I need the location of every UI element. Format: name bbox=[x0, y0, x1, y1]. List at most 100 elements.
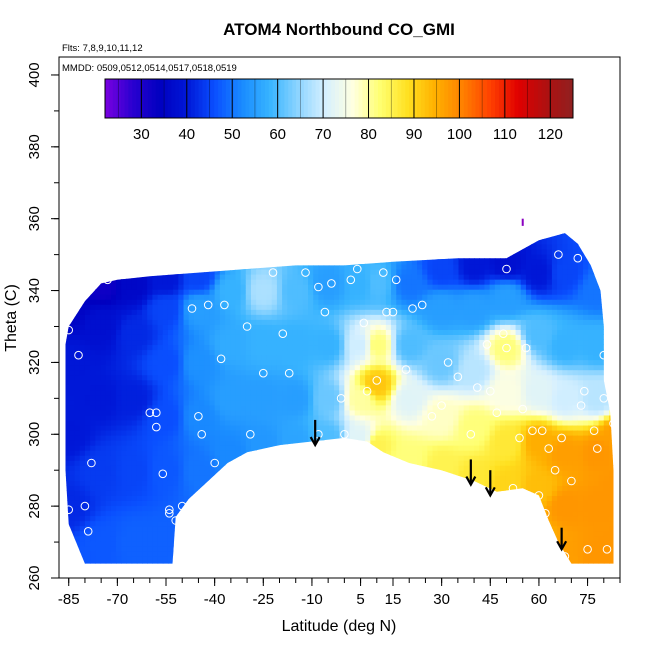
heatmap-cell bbox=[74, 294, 81, 300]
heatmap-cell bbox=[396, 424, 403, 431]
heatmap-cell bbox=[359, 399, 366, 406]
heatmap-cell bbox=[110, 434, 117, 441]
heatmap-cell bbox=[370, 339, 377, 346]
heatmap-cell bbox=[225, 450, 231, 456]
heatmap-cell bbox=[308, 389, 314, 396]
heatmap-cell bbox=[110, 329, 117, 335]
heatmap-cell bbox=[147, 414, 153, 421]
heatmap-cell bbox=[199, 475, 205, 481]
heatmap-cell bbox=[261, 419, 268, 426]
heatmap-cell bbox=[230, 530, 237, 537]
heatmap-cell bbox=[152, 460, 159, 466]
heatmap-cell bbox=[131, 369, 138, 376]
heatmap-cell bbox=[79, 274, 86, 280]
heatmap-cell bbox=[209, 525, 216, 532]
heatmap-cell bbox=[131, 535, 138, 542]
heatmap-cell bbox=[297, 530, 304, 537]
heatmap-cell bbox=[266, 324, 273, 330]
heatmap-cell bbox=[401, 359, 408, 366]
heatmap-cell bbox=[225, 384, 231, 391]
heatmap-cell bbox=[344, 465, 351, 471]
heatmap-cell bbox=[199, 379, 205, 386]
heatmap-cell bbox=[178, 243, 185, 250]
heatmap-cell bbox=[266, 495, 273, 501]
heatmap-cell bbox=[126, 490, 133, 496]
heatmap-cell bbox=[339, 319, 345, 325]
heatmap-cell bbox=[370, 219, 376, 225]
heatmap-cell bbox=[158, 566, 164, 572]
heatmap-cell bbox=[380, 404, 387, 411]
heatmap-cell bbox=[142, 470, 148, 476]
heatmap-cell bbox=[74, 515, 81, 522]
heatmap-cell bbox=[121, 334, 128, 341]
heatmap-cell bbox=[188, 409, 195, 416]
heatmap-cell bbox=[375, 495, 382, 501]
heatmap-cell bbox=[95, 429, 102, 436]
heatmap-cell bbox=[74, 399, 81, 406]
heatmap-cell bbox=[411, 480, 418, 486]
heatmap-cell bbox=[142, 404, 148, 411]
heatmap-cell bbox=[302, 258, 309, 265]
heatmap-cell bbox=[152, 263, 159, 270]
heatmap-cell bbox=[84, 369, 91, 376]
heatmap-cell bbox=[417, 440, 423, 446]
heatmap-cell bbox=[152, 465, 159, 471]
heatmap-cell bbox=[365, 334, 371, 341]
heatmap-cell bbox=[126, 294, 133, 300]
heatmap-cell bbox=[230, 258, 237, 265]
heatmap-cell bbox=[90, 480, 96, 486]
heatmap-cell bbox=[313, 334, 320, 341]
heatmap-cell bbox=[167, 419, 174, 426]
heatmap-cell bbox=[219, 505, 226, 512]
heatmap-cell bbox=[292, 279, 299, 285]
heatmap-cell bbox=[313, 359, 320, 366]
heatmap-cell bbox=[116, 289, 122, 295]
heatmap-cell bbox=[370, 450, 377, 456]
heatmap-cell bbox=[69, 530, 76, 537]
heatmap-cell bbox=[339, 419, 345, 426]
heatmap-cell bbox=[328, 455, 335, 461]
heatmap-cell bbox=[100, 299, 107, 305]
heatmap-cell bbox=[297, 258, 304, 265]
heatmap-cell bbox=[220, 209, 226, 215]
heatmap-cell bbox=[121, 424, 128, 431]
heatmap-cell bbox=[136, 258, 143, 265]
heatmap-cell bbox=[204, 284, 211, 290]
heatmap-cell bbox=[183, 550, 190, 557]
heatmap-cell bbox=[250, 440, 257, 446]
heatmap-cell bbox=[188, 485, 195, 491]
heatmap-cell bbox=[75, 224, 81, 230]
heatmap-cell bbox=[167, 349, 174, 356]
heatmap-cell bbox=[411, 289, 418, 295]
heatmap-cell bbox=[59, 556, 65, 562]
heatmap-cell bbox=[225, 550, 231, 557]
heatmap-cell bbox=[261, 455, 268, 461]
heatmap-cell bbox=[84, 349, 91, 356]
heatmap-cell bbox=[245, 354, 252, 361]
heatmap-cell bbox=[323, 540, 330, 547]
heatmap-cell bbox=[396, 394, 403, 401]
heatmap-cell bbox=[193, 289, 200, 295]
heatmap-cell bbox=[292, 354, 299, 361]
heatmap-cell bbox=[282, 214, 288, 220]
heatmap-cell bbox=[193, 414, 200, 421]
heatmap-cell bbox=[142, 419, 148, 426]
heatmap-cell bbox=[74, 429, 81, 436]
heatmap-cell bbox=[204, 304, 211, 310]
heatmap-cell bbox=[65, 440, 70, 446]
heatmap-cell bbox=[74, 424, 81, 431]
heatmap-cell bbox=[282, 359, 288, 366]
heatmap-cell bbox=[349, 535, 356, 542]
heatmap-cell bbox=[69, 480, 76, 486]
heatmap-cell bbox=[65, 319, 70, 325]
heatmap-cell bbox=[391, 359, 397, 366]
heatmap-cell bbox=[79, 369, 86, 376]
heatmap-cell bbox=[95, 404, 102, 411]
heatmap-cell bbox=[380, 299, 387, 305]
heatmap-cell bbox=[209, 364, 216, 371]
heatmap-cell bbox=[105, 470, 112, 476]
heatmap-cell bbox=[339, 455, 345, 461]
heatmap-cell bbox=[256, 359, 262, 366]
heatmap-cell bbox=[349, 475, 356, 481]
heatmap-cell bbox=[354, 460, 361, 466]
